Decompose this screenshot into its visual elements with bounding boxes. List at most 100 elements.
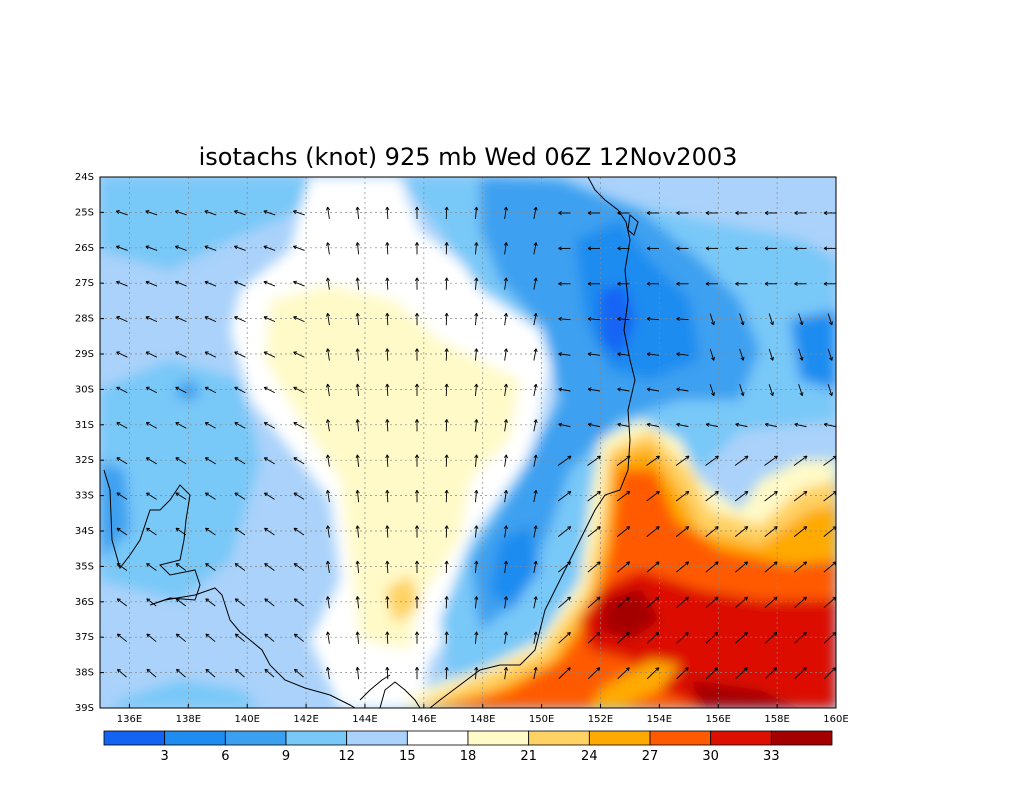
wind-arrow — [176, 668, 186, 678]
wind-arrow — [175, 633, 186, 642]
wind-arrow — [827, 384, 833, 397]
wind-arrow — [264, 527, 275, 536]
wind-arrow — [263, 280, 276, 287]
wind-arrow — [794, 210, 807, 216]
wind-arrow — [764, 596, 778, 609]
wind-arrow — [617, 561, 631, 573]
wind-arrow — [676, 281, 689, 286]
wind-arrow — [646, 210, 659, 216]
band-9-small — [176, 380, 200, 400]
wind-arrow — [414, 312, 420, 326]
wind-arrow — [646, 455, 660, 466]
wind-arrow — [735, 596, 748, 609]
wind-arrow — [533, 631, 538, 644]
wind-arrow — [646, 352, 660, 357]
wind-arrow — [533, 383, 538, 396]
wind-arrow — [146, 563, 157, 571]
wind-arrow — [557, 455, 572, 466]
wind-arrow — [293, 633, 304, 642]
wind-arrow — [385, 206, 390, 220]
wind-arrow — [444, 666, 449, 680]
wind-arrow — [768, 384, 774, 397]
wind-arrow — [355, 312, 360, 326]
wind-arrow — [646, 561, 660, 573]
wind-arrow — [764, 667, 778, 680]
wind-arrow — [823, 422, 836, 428]
wind-arrow — [414, 666, 420, 680]
colorbar-swatch — [710, 730, 772, 746]
wind-arrow — [735, 246, 748, 251]
wind-arrow — [558, 422, 571, 428]
wind-arrow — [116, 316, 128, 323]
wind-arrow — [533, 242, 538, 255]
wind-arrow — [558, 246, 571, 251]
wind-arrow — [764, 455, 778, 466]
wind-arrow — [587, 667, 601, 680]
wind-arrow — [676, 631, 689, 644]
wind-arrow — [558, 667, 571, 680]
wind-arrow — [292, 210, 305, 216]
wind-arrow — [646, 387, 659, 392]
lat-label: 38S — [75, 668, 94, 679]
wind-arrow — [175, 422, 187, 429]
wind-arrow — [146, 527, 157, 536]
wind-arrow — [764, 526, 778, 537]
wind-arrow — [116, 422, 128, 429]
wind-arrow — [587, 210, 600, 216]
band-33-southeast-2 — [690, 680, 800, 708]
wind-arrow — [355, 383, 360, 397]
wind-arrow — [764, 422, 777, 428]
wind-arrow — [414, 454, 420, 467]
wind-arrow — [646, 526, 660, 537]
wind-arrow — [444, 454, 449, 467]
wind-arrow — [587, 387, 600, 392]
wind-arrow — [355, 631, 360, 644]
colorbar-swatch — [406, 730, 469, 746]
band-24-bottom — [590, 660, 680, 708]
band-18-21 — [265, 285, 520, 650]
wind-arrow — [735, 422, 748, 428]
wind-arrow — [533, 419, 538, 432]
lat-label: 32S — [75, 455, 94, 466]
wind-arrow — [175, 245, 187, 251]
wind-arrow — [705, 281, 718, 286]
wind-arrow — [235, 668, 245, 678]
wind-arrow — [414, 489, 420, 503]
lon-label: 142E — [293, 714, 318, 725]
lon-label: 140E — [234, 714, 259, 725]
wind-arrow — [587, 631, 601, 644]
wind-arrow — [414, 419, 420, 432]
wind-arrow — [444, 242, 449, 255]
wind-arrow — [204, 422, 216, 429]
colorbar-label: 15 — [399, 749, 416, 764]
wind-arrow — [264, 668, 275, 678]
wind-arrow — [414, 348, 420, 361]
wind-arrow — [146, 492, 157, 500]
wind-arrow — [355, 666, 360, 680]
wind-arrow — [798, 384, 804, 397]
wind-arrow — [705, 631, 719, 644]
wind-arrow — [533, 277, 538, 290]
wind-arrow — [293, 245, 305, 251]
wind-arrow — [385, 383, 390, 397]
wind-arrow — [355, 206, 360, 220]
wind-arrow — [145, 210, 158, 216]
latitude-labels: 24S 25S 26S 27S 28S 29S 30S 31S 32S 33S 34S 35S 36S 3… — [75, 172, 104, 714]
wind-arrow — [533, 525, 538, 538]
wind-arrow — [444, 419, 449, 432]
wind-arrow — [587, 596, 601, 609]
wind-arrow — [676, 387, 689, 392]
wind-arrow — [734, 455, 749, 466]
wind-arrow — [734, 490, 749, 502]
wind-arrow — [675, 490, 690, 502]
lon-label: 144E — [352, 714, 377, 725]
wind-arrow — [263, 245, 276, 251]
lat-label: 28S — [75, 314, 94, 325]
wind-arrow — [705, 596, 719, 609]
wind-arrow — [325, 206, 331, 219]
wind-arrow — [293, 316, 305, 323]
wind-arrow — [325, 596, 331, 609]
wind-arrow — [116, 457, 128, 465]
wind-arrow — [764, 281, 777, 286]
